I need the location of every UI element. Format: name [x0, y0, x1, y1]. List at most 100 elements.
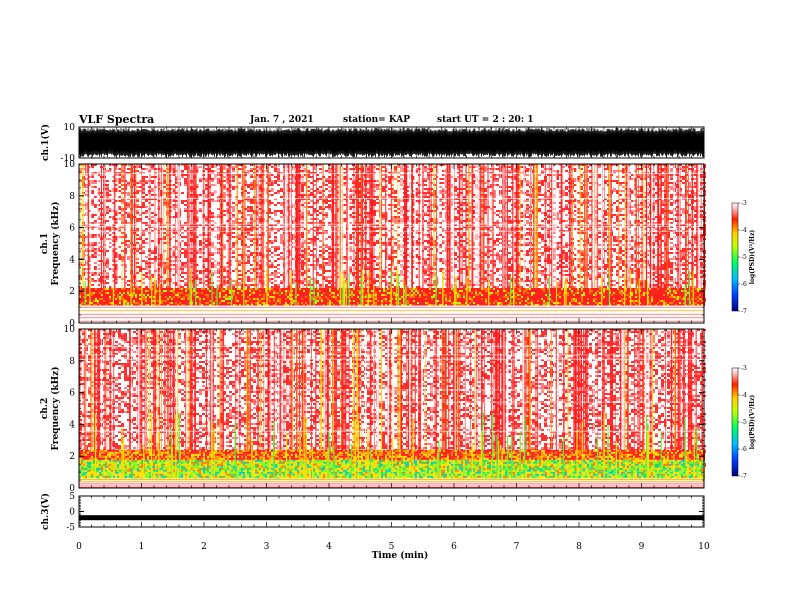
- spectro-cell: [250, 222, 253, 224]
- spectro-cell: [127, 198, 130, 200]
- spectro-cell: [631, 214, 634, 216]
- spectro-cell: [538, 264, 541, 266]
- spectro-cell: [142, 250, 145, 252]
- spectro-cell: [88, 180, 91, 182]
- spectro-cell: [319, 228, 322, 230]
- spectro-cell: [634, 186, 637, 188]
- spectro-cell: [613, 180, 616, 182]
- spectro-cell: [223, 172, 226, 174]
- spectro-cell: [163, 202, 166, 204]
- spectro-cell: [472, 206, 475, 208]
- spectro-cell: [514, 176, 517, 178]
- spectro-cell: [484, 190, 487, 192]
- spectro-cell: [469, 206, 472, 208]
- spectro-cell: [211, 184, 214, 186]
- spectro-cell: [280, 256, 283, 258]
- spectro-cell: [442, 174, 445, 176]
- spectro-cell: [547, 214, 550, 216]
- spectro-cell: [484, 196, 487, 198]
- spectro-cell: [199, 194, 202, 196]
- spectro-cell: [415, 214, 418, 216]
- spectro-cell: [301, 198, 304, 200]
- spectro-cell: [514, 196, 517, 198]
- spectro-cell: [154, 194, 157, 196]
- spectro-cell: [310, 192, 313, 194]
- spectro-cell: [619, 208, 622, 210]
- spectro-cell: [181, 236, 184, 238]
- spectro-cell: [199, 240, 202, 242]
- spectro-cell: [142, 184, 145, 186]
- spectro-cell: [562, 192, 565, 194]
- spectro-cell: [301, 236, 304, 238]
- spectro-cell: [175, 196, 178, 198]
- spectro-cell: [613, 202, 616, 204]
- spectro-cell: [454, 202, 457, 204]
- spectro-cell: [391, 196, 394, 198]
- spectro-cell: [328, 190, 331, 192]
- spectro-cell: [118, 190, 121, 192]
- spectro-cell: [301, 182, 304, 184]
- spectro-cell: [442, 192, 445, 194]
- spectro-cell: [250, 206, 253, 208]
- spectro-cell: [472, 216, 475, 218]
- spectro-cell: [412, 190, 415, 192]
- spectro-cell: [376, 256, 379, 258]
- spectro-cell: [313, 196, 316, 198]
- spectro-cell: [670, 258, 673, 260]
- spectro-cell: [559, 206, 562, 208]
- spectro-cell: [415, 194, 418, 196]
- spectro-cell: [316, 180, 319, 182]
- spectro-cell: [172, 172, 175, 174]
- spectro-cell: [277, 174, 280, 176]
- spectro-cell: [301, 214, 304, 216]
- spectro-cell: [238, 212, 241, 214]
- spectro-cell: [598, 232, 601, 234]
- spectro-cell: [250, 220, 253, 222]
- spectro-cell: [655, 182, 658, 184]
- spectro-cell: [376, 168, 379, 170]
- spectro-cell: [559, 210, 562, 212]
- spectro-cell: [274, 236, 277, 238]
- spectro-cell: [415, 192, 418, 194]
- spectro-cell: [196, 184, 199, 186]
- spectro-cell: [274, 210, 277, 212]
- spectro-cell: [139, 166, 142, 168]
- spectro-cell: [514, 206, 517, 208]
- spectro-cell: [247, 222, 250, 224]
- spectro-cell: [577, 216, 580, 218]
- spectro-cell: [277, 264, 280, 266]
- spectro-cell: [496, 252, 499, 254]
- spectro-cell: [493, 190, 496, 192]
- spectro-cell: [181, 172, 184, 174]
- spectro-cell: [145, 242, 148, 244]
- spectro-cell: [613, 238, 616, 240]
- spectro-cell: [106, 184, 109, 186]
- spectro-cell: [559, 192, 562, 194]
- spectro-cell: [268, 210, 271, 212]
- spectro-cell: [145, 182, 148, 184]
- spectro-cell: [136, 212, 139, 214]
- spectro-cell: [541, 166, 544, 168]
- spectro-cell: [106, 238, 109, 240]
- spectro-cell: [139, 190, 142, 192]
- spectro-cell: [619, 240, 622, 242]
- spectro-cell: [688, 182, 691, 184]
- spectro-cell: [385, 186, 388, 188]
- spectro-cell: [145, 176, 148, 178]
- spectro-cell: [118, 186, 121, 188]
- spectro-cell: [175, 182, 178, 184]
- spectro-cell: [172, 200, 175, 202]
- spectro-cell: [556, 178, 559, 180]
- spectro-cell: [547, 216, 550, 218]
- spectro-cell: [181, 262, 184, 264]
- spectro-cell: [277, 172, 280, 174]
- spectro-cell: [328, 178, 331, 180]
- spectro-cell: [106, 262, 109, 264]
- spectro-cell: [358, 194, 361, 196]
- spectro-cell: [661, 190, 664, 192]
- spectro-cell: [508, 176, 511, 178]
- spectro-cell: [367, 182, 370, 184]
- spectro-cell: [142, 188, 145, 190]
- spectro-cell: [328, 170, 331, 172]
- spectro-cell: [238, 176, 241, 178]
